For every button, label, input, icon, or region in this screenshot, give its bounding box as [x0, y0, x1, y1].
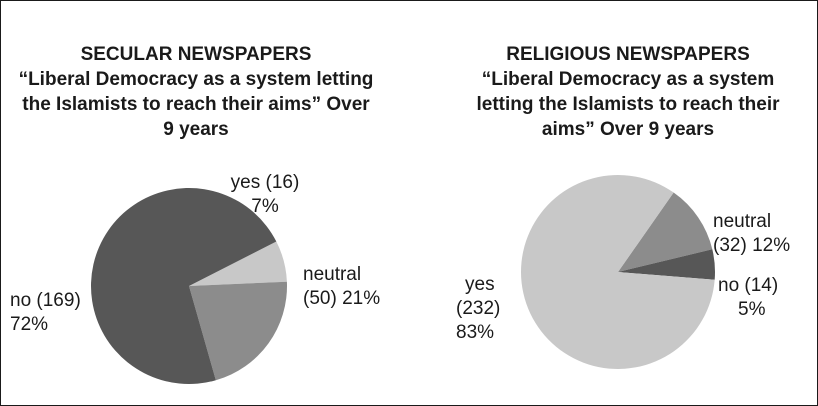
secular-label-neutral-line-1: neutral: [303, 264, 361, 285]
religious-chart: RELIGIOUS NEWSPAPERS “Liberal Democracy …: [456, 44, 790, 369]
religious-label-neutral-line-1: neutral: [713, 211, 771, 232]
religious-label-no-line-1: no (14): [718, 275, 778, 296]
religious-label-yes-line-3: 83%: [456, 322, 494, 343]
secular-slice-yes: [189, 241, 287, 286]
secular-chart: SECULAR NEWSPAPERS “Liberal Democracy as…: [10, 44, 380, 384]
secular-slice-neutral: [189, 281, 288, 381]
religious-title-line-2: “Liberal Democracy as a system: [482, 69, 775, 90]
religious-label-no-line-2: 5%: [738, 299, 766, 320]
secular-slice-no: [90, 187, 277, 384]
religious-label-yes-line-2: (232): [456, 298, 500, 319]
religious-label-neutral-line-2: (32) 12%: [713, 235, 790, 256]
secular-label-yes-line-1: yes (16): [231, 172, 300, 193]
religious-slice-yes: [520, 174, 715, 369]
secular-title-line-1: SECULAR NEWSPAPERS: [81, 44, 312, 65]
religious-title-line-3: letting the Islamists to reach their: [476, 94, 780, 115]
religious-label-yes-line-1: yes: [465, 274, 495, 295]
religious-title-line-4: aims” Over 9 years: [542, 119, 714, 140]
religious-slice-no: [618, 249, 715, 280]
religious-pie: [520, 174, 715, 369]
secular-label-no-line-1: no (169): [10, 290, 81, 311]
secular-title-line-2: “Liberal Democracy as a system letting: [19, 69, 374, 90]
secular-label-no-line-2: 72%: [10, 314, 48, 335]
secular-title-line-3: the Islamists to reach their aims” Over: [22, 94, 370, 115]
secular-label-yes-line-2: 7%: [251, 196, 279, 217]
secular-pie: [90, 187, 288, 384]
religious-title-line-1: RELIGIOUS NEWSPAPERS: [506, 44, 750, 65]
secular-title-line-4: 9 years: [163, 119, 229, 140]
religious-slice-neutral: [618, 192, 713, 272]
secular-label-neutral-line-2: (50) 21%: [303, 288, 380, 309]
